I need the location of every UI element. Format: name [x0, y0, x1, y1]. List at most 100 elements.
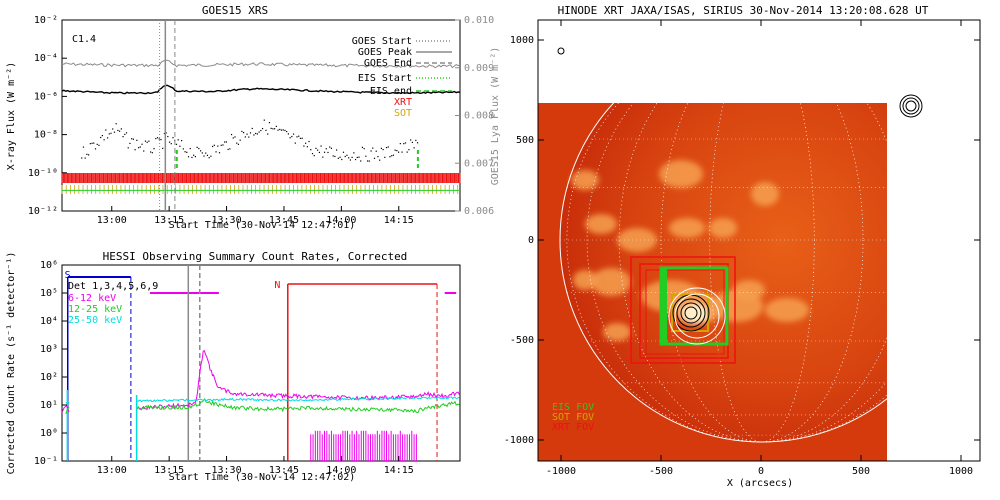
- goes-short-point: [277, 129, 279, 131]
- x-tick-label: 13:15: [154, 465, 184, 476]
- goes-short-point: [119, 130, 121, 132]
- goes-short-point: [144, 140, 147, 142]
- goes-short-point: [413, 147, 415, 149]
- goes-y2-label: GOES15 Lya Flux (W m⁻²): [490, 47, 501, 185]
- x-tick-label: 13:45: [269, 465, 299, 476]
- goes-short-point: [132, 138, 134, 140]
- goes-series-layer: [61, 20, 461, 211]
- xrt-offdisk-contours: [557, 47, 923, 118]
- goes-short-point: [298, 135, 300, 137]
- y-tick-label: 10¹: [40, 400, 58, 411]
- goes-short-point: [334, 155, 336, 158]
- hessi-contour: [684, 306, 698, 320]
- goes-short-point: [98, 144, 100, 146]
- legend-label: 6-12 keV: [68, 293, 116, 304]
- goes-short-point: [189, 147, 191, 150]
- goes-short-point: [377, 155, 379, 158]
- goes-short-point: [286, 130, 288, 133]
- goes-short-point: [198, 147, 200, 150]
- legend-label: XRT FOV: [552, 422, 594, 433]
- goes-short-point: [106, 137, 109, 139]
- solar-limb: [559, 103, 887, 443]
- goes-short-point: [380, 147, 382, 149]
- goes-y2-axis: 0.010 0.009 0.008 0.007 0.006: [455, 15, 494, 217]
- goes-short-point: [373, 157, 376, 159]
- goes-short-point: [261, 127, 264, 130]
- x-tick-label: 13:00: [97, 465, 127, 476]
- goes-short-point: [86, 153, 88, 155]
- goes-short-point: [311, 153, 314, 155]
- goes-short-point: [115, 123, 117, 125]
- goes-short-point: [103, 139, 105, 141]
- hessi-series-layer: SN: [61, 265, 460, 461]
- y-tick-label: 10⁻⁴: [34, 53, 58, 64]
- hessi-x-label: Start Time (30-Nov-14 12:47:02): [169, 472, 356, 483]
- legend-label: EIS end: [370, 86, 412, 97]
- goes-short-point: [336, 149, 338, 151]
- hessi-12-25-series: [136, 397, 460, 414]
- y2-tick-label: 0.006: [464, 206, 494, 217]
- goes-short-point: [368, 160, 370, 162]
- goes-short-point: [150, 151, 152, 153]
- goes-short-point: [356, 156, 358, 159]
- goes-short-point: [394, 149, 396, 151]
- goes-short-point: [330, 147, 333, 149]
- y-tick-label: 10⁻⁸: [34, 130, 58, 141]
- goes-short-point: [156, 137, 159, 139]
- legend-label: SOT FOV: [552, 412, 594, 423]
- goes-short-point: [263, 119, 265, 121]
- goes-short-point: [274, 128, 276, 130]
- coronal-brightening: [733, 280, 765, 300]
- goes-short-point: [163, 132, 165, 135]
- goes-short-point: [151, 152, 153, 154]
- goes-short-point: [249, 132, 252, 134]
- coronal-brightening: [751, 182, 779, 206]
- x-tick-label: 1000: [949, 466, 973, 477]
- goes-short-point: [258, 131, 260, 133]
- goes-short-point: [112, 128, 114, 130]
- goes-short-point: [213, 144, 215, 146]
- y-tick-label: 10⁻⁶: [34, 91, 58, 102]
- goes-short-point: [206, 154, 209, 156]
- goes-short-point: [296, 136, 298, 138]
- goes-short-point: [313, 155, 315, 157]
- goes-short-point: [354, 158, 357, 161]
- goes-title: GOES15 XRS: [202, 4, 268, 17]
- goes-short-point: [232, 137, 234, 139]
- goes-short-point: [301, 137, 303, 139]
- goes-short-point: [179, 145, 181, 147]
- goes-short-point: [370, 150, 372, 152]
- y2-tick-label: 0.008: [464, 111, 494, 122]
- legend-title: Det 1,3,4,5,6,9: [68, 281, 158, 292]
- goes-short-point: [218, 152, 221, 154]
- goes-short-point: [81, 157, 83, 159]
- goes-short-point: [125, 132, 128, 134]
- xrt-x-axis: -1000 -500 0 500 1000: [546, 20, 973, 477]
- goes-short-point: [372, 147, 374, 149]
- goes-short-point: [367, 160, 369, 162]
- coronal-brightening: [659, 160, 703, 188]
- coronal-brightening: [669, 218, 705, 238]
- goes-short-point: [215, 151, 217, 153]
- goes-short-point: [379, 159, 381, 161]
- coronal-brightening: [603, 323, 631, 341]
- goes-short-point: [267, 133, 269, 135]
- goes-short-point: [303, 145, 305, 147]
- goes-short-point: [162, 147, 164, 149]
- contour-limb: [902, 97, 920, 115]
- goes-short-point: [110, 132, 112, 134]
- goes-short-point: [158, 138, 160, 140]
- goes-short-point: [225, 141, 227, 143]
- hessi-contour: [676, 298, 706, 328]
- goes-short-point: [165, 132, 167, 134]
- goes-short-point: [308, 140, 310, 143]
- goes-short-point: [342, 151, 345, 153]
- goes-short-point: [317, 149, 319, 151]
- goes-short-point: [203, 155, 205, 157]
- goes-short-point: [341, 158, 343, 161]
- goes-short-point: [318, 151, 320, 154]
- goes-short-point: [93, 142, 95, 144]
- goes-short-point: [224, 141, 226, 143]
- coronal-brightening: [591, 268, 631, 296]
